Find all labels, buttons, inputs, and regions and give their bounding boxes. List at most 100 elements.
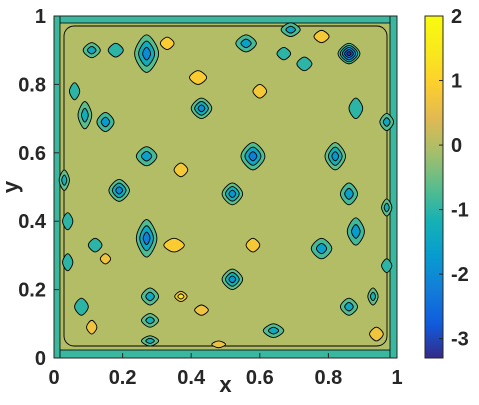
contour-feature (339, 182, 359, 206)
y-tick-label: 1 (35, 6, 46, 28)
contour-level (267, 326, 280, 335)
contour-level (245, 237, 261, 253)
contour-feature (194, 304, 209, 316)
contour-feature (163, 237, 185, 253)
contour-level (159, 36, 175, 50)
contour-feature (58, 169, 70, 191)
contour-feature (159, 36, 175, 50)
contour-level (346, 51, 352, 57)
contour-feature (348, 97, 364, 120)
contour-feature (173, 162, 189, 178)
contour-feature (221, 268, 244, 291)
y-tick-label: 0.2 (18, 280, 46, 302)
x-tick-label: 0.6 (246, 367, 274, 389)
colorbar-tick-label: -3 (451, 329, 469, 351)
contour-level (142, 46, 152, 61)
plot-frame (53, 15, 398, 359)
plot-area (53, 15, 398, 359)
contour-level (145, 291, 155, 302)
contour-level (351, 224, 361, 239)
contour-feature (99, 253, 112, 265)
contour-feature (296, 56, 313, 72)
contour-feature (62, 253, 74, 272)
contour-feature (77, 101, 93, 130)
contour-feature (108, 179, 130, 202)
contour-feature (135, 146, 158, 167)
x-tick-label: 0.4 (177, 367, 206, 389)
contour-level (285, 25, 296, 34)
contour-level (62, 253, 74, 272)
contour-feature (379, 113, 395, 132)
y-tick-label: 0.6 (18, 143, 46, 165)
contour-level (344, 187, 354, 200)
contour-feature (262, 323, 285, 338)
contour-level (248, 151, 258, 162)
contour-feature (339, 297, 359, 316)
contour-feature (324, 142, 347, 171)
contour-feature (96, 111, 115, 133)
contour-feature (367, 287, 379, 306)
contour-feature (221, 182, 244, 206)
contour-feature (245, 237, 261, 253)
contour-feature (337, 42, 361, 65)
contour-features (58, 22, 395, 349)
contour-level (381, 258, 393, 273)
contour-level (276, 47, 292, 61)
contour-level (141, 150, 153, 162)
contour-feature (280, 22, 301, 37)
contour-level (163, 237, 185, 253)
colorbar-gradient (424, 15, 444, 359)
contour-level (115, 186, 124, 195)
x-tick-label: 0.8 (314, 367, 342, 389)
contour-feature (240, 142, 266, 171)
contour-level (296, 56, 313, 72)
contour-feature (141, 335, 160, 347)
contour-level (252, 83, 268, 99)
y-tick-label: 0.8 (18, 74, 46, 96)
contour-level (369, 326, 384, 342)
contour-level (348, 97, 364, 120)
contour-feature (235, 34, 257, 53)
x-axis-label: x (219, 372, 232, 397)
contour-level (80, 107, 89, 123)
x-axis-ticks: 0 0.2 0.4 0.6 0.8 1 (48, 353, 403, 389)
contour-feature (74, 297, 89, 316)
contour-feature (276, 47, 292, 61)
colorbar-tick-label: -2 (451, 264, 469, 286)
contour-feature (381, 198, 393, 217)
boundary-band (53, 349, 398, 359)
contour-level (62, 212, 74, 231)
contour-feature (87, 237, 103, 253)
contour-level (194, 304, 209, 316)
contour-feature (211, 340, 226, 349)
contour-feature (134, 34, 160, 73)
y-axis-label: y (0, 180, 23, 193)
contour-level (86, 45, 97, 55)
contour-level (68, 82, 81, 101)
x-tick-label: 0.2 (109, 367, 137, 389)
contour-level (145, 316, 155, 325)
contour-level (107, 42, 124, 58)
contour-feature (62, 212, 74, 231)
contour-level (189, 70, 208, 85)
contour-level (99, 253, 112, 265)
contour-level (240, 38, 252, 49)
contour-level (313, 29, 330, 44)
contour-level (315, 242, 328, 255)
contour-level (383, 202, 390, 213)
y-tick-label: 0.4 (18, 211, 47, 233)
boundary-band (389, 15, 398, 359)
boundary-band (53, 15, 61, 359)
contour-level (87, 237, 103, 253)
contour-level (228, 189, 237, 198)
y-tick-label: 0 (35, 348, 46, 370)
contour-level (100, 116, 111, 128)
colorbar-tick-label: 2 (451, 6, 462, 28)
colorbar-ticks: 2 1 0 -1 -2 -3 (439, 6, 469, 351)
contour-feature (86, 319, 98, 335)
contour-feature (141, 287, 160, 306)
contour-level (331, 151, 340, 162)
contour-level (61, 174, 68, 186)
